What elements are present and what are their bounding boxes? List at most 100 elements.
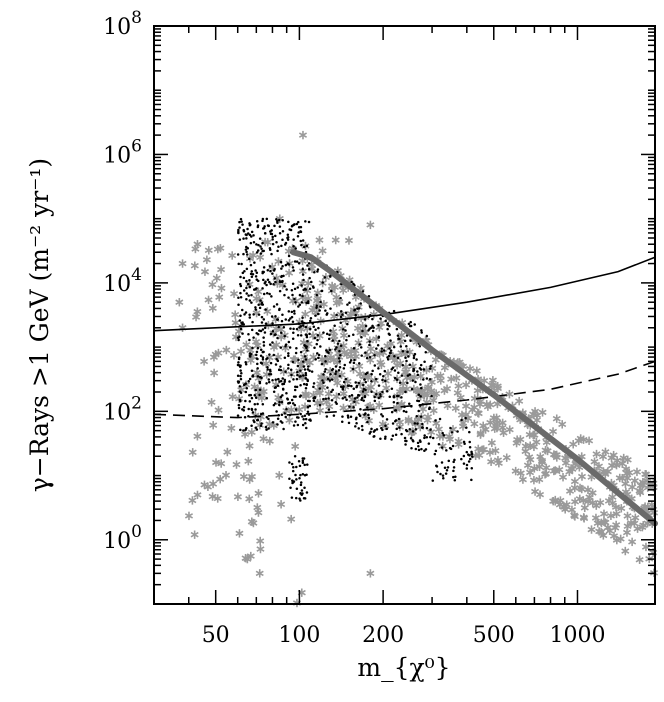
scatter-point-asterisk: [601, 447, 610, 457]
scatter-point-asterisk: [431, 355, 440, 365]
scatter-point-dot: [244, 382, 247, 385]
scatter-point-dot: [386, 389, 389, 393]
scatter-point-dot: [362, 399, 365, 402]
scatter-point-dot: [339, 354, 342, 357]
scatter-point-dot: [270, 315, 274, 318]
scatter-point-dot: [299, 492, 302, 495]
scatter-point-dot: [390, 410, 394, 414]
scatter-point-dot: [242, 276, 246, 280]
scatter-point-dot: [419, 440, 422, 444]
scatter-point-dot: [392, 345, 396, 349]
scatter-point-dot: [279, 420, 283, 423]
scatter-point-dot: [287, 363, 290, 367]
scatter-point-dot: [301, 472, 305, 476]
scatter-point-dot: [326, 386, 329, 389]
scatter-point-dot: [247, 379, 250, 383]
scatter-point-dot: [258, 375, 262, 379]
scatter-point-dot: [352, 361, 356, 365]
scatter-point-dot: [422, 368, 426, 371]
scatter-point-dot: [395, 427, 398, 431]
scatter-point-dot: [296, 334, 300, 337]
scatter-point-dot: [239, 296, 243, 299]
scatter-point-asterisk: [331, 235, 340, 245]
scatter-point-dot: [428, 378, 432, 381]
scatter-point-dot: [261, 287, 264, 290]
scatter-point-dot: [253, 403, 257, 406]
scatter-point-dot: [290, 496, 294, 499]
scatter-point-dot: [398, 337, 401, 341]
scatter-point-dot: [316, 352, 319, 355]
scatter-point-dot: [272, 283, 275, 286]
scatter-point-dot: [313, 270, 316, 274]
scatter-point-dot: [373, 399, 377, 403]
scatter-point-dot: [334, 372, 337, 376]
scatter-point-asterisk: [245, 494, 254, 504]
scatter-point-dot: [296, 220, 300, 224]
scatter-point-dot: [299, 473, 302, 477]
scatter-point-asterisk: [178, 259, 187, 268]
scatter-point-dot: [367, 413, 370, 417]
scatter-point-dot: [276, 417, 280, 420]
scatter-point-dot: [380, 426, 383, 430]
y-axis-title: γ−Rays >1 GeV (m⁻² yr⁻¹): [25, 158, 54, 492]
scatter-point-asterisk: [193, 432, 202, 441]
scatter-point-asterisk: [445, 435, 454, 444]
scatter-point-dot: [275, 241, 278, 244]
scatter-point-asterisk: [241, 430, 250, 439]
scatter-point-dot: [237, 361, 240, 364]
scatter-point-dot: [322, 373, 325, 376]
scatter-point-asterisk: [492, 423, 501, 433]
y-tick-label: 106: [103, 136, 142, 168]
scatter-point-asterisk: [339, 341, 348, 350]
y-tick-label: 108: [103, 8, 142, 40]
scatter-point-dot: [299, 350, 303, 354]
scatter-point-asterisk: [447, 374, 456, 384]
scatter-point-dot: [343, 363, 347, 367]
scatter-point-asterisk: [190, 530, 199, 539]
scatter-point-dot: [341, 397, 345, 400]
scatter-point-dot: [246, 227, 249, 231]
scatter-point-asterisk: [252, 294, 261, 303]
scatter-point-dot: [277, 377, 280, 381]
scatter-point-dot: [293, 309, 296, 313]
scatter-point-dot: [371, 317, 374, 321]
scatter-point-dot: [469, 457, 472, 461]
scatter-point-dot: [299, 483, 303, 487]
scatter-point-dot: [317, 326, 320, 330]
scatter-point-dot: [237, 303, 240, 307]
scatter-point-dot: [330, 378, 334, 381]
scatter-point-dot: [452, 466, 456, 469]
scatter-point-dot: [310, 280, 313, 284]
scatter-point-asterisk: [487, 457, 496, 466]
scatter-point-dot: [391, 434, 395, 438]
scatter-point-dot: [321, 281, 325, 284]
scatter-point-dot: [252, 336, 255, 339]
scatter-point-dot: [271, 379, 274, 382]
scatter-point-dot: [299, 334, 303, 337]
scatter-point-dot: [385, 418, 389, 421]
scatter-point-dot: [240, 372, 243, 375]
scatter-point-dot: [291, 337, 295, 340]
scatter-point-dot: [297, 416, 300, 419]
scatter-point-dot: [423, 449, 426, 452]
scatter-point-asterisk: [396, 337, 405, 346]
scatter-point-dot: [300, 243, 303, 247]
scatter-point-dot: [247, 407, 250, 411]
scatter-point-dot: [279, 395, 283, 399]
scatter-point-dot: [429, 364, 432, 368]
scatter-point-asterisk: [593, 519, 602, 528]
scatter-point-dot: [277, 403, 281, 407]
scatter-point-dot: [276, 336, 279, 340]
scatter-point-dot: [252, 419, 255, 422]
scatter-point-dot: [369, 430, 372, 434]
scatter-point-dot: [382, 374, 385, 378]
scatter-point-dot: [265, 382, 268, 385]
scatter-point-asterisk: [599, 531, 608, 540]
scatter-point-dot: [354, 381, 357, 384]
scatter-point-dot: [411, 439, 414, 442]
scatter-point-dot: [295, 260, 299, 263]
scatter-point-dot: [314, 314, 317, 317]
scatter-point-asterisk: [570, 512, 579, 521]
scatter-point-dot: [416, 370, 419, 373]
